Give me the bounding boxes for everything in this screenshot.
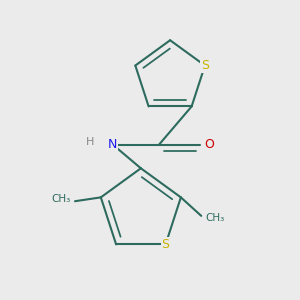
Text: CH₃: CH₃ (52, 194, 71, 204)
Text: CH₃: CH₃ (206, 213, 225, 223)
Text: H: H (86, 136, 94, 147)
Text: N: N (108, 138, 117, 151)
Text: O: O (205, 138, 214, 151)
Text: S: S (201, 59, 209, 72)
Text: S: S (162, 238, 170, 251)
